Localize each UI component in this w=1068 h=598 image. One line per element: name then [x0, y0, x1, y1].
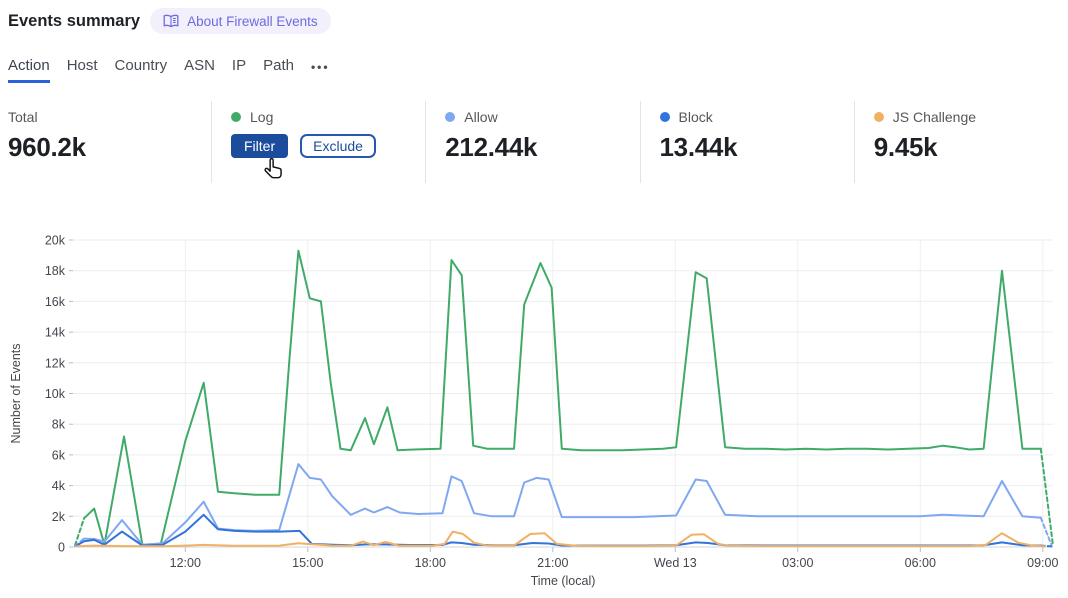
stat-block: Block 13.44k: [639, 101, 854, 183]
events-time-series-chart[interactable]: 12:00 15:00 18:00 21:00 Wed 13 03:00 06:00 09:0…: [0, 225, 1068, 598]
stat-total-value: 960.2k: [8, 132, 86, 162]
y-tick-label: 10k: [45, 387, 66, 401]
y-tick-label: 12k: [45, 356, 66, 370]
x-tick-label: 18:00: [415, 556, 446, 570]
series-log-line: [74, 517, 85, 547]
block-legend-dot: [659, 112, 670, 122]
filter-button[interactable]: Filter: [231, 134, 289, 158]
stat-block-label: Block: [678, 109, 713, 125]
tab-asn[interactable]: ASN: [184, 57, 215, 74]
x-axis-title: Time (local): [531, 574, 596, 588]
y-tick-label: 20k: [45, 234, 66, 248]
y-tick-label: 14k: [45, 326, 66, 340]
y-tick-label: 16k: [45, 295, 66, 309]
stat-log-label: Log: [250, 109, 274, 125]
dimension-tabs: Action Host Country ASN IP Path •••: [8, 57, 330, 83]
x-tick-label: 15:00: [292, 556, 323, 570]
series-log-line: [1039, 447, 1054, 547]
stat-allow: Allow 212.44k: [425, 101, 639, 183]
x-tick-label: Wed 13: [654, 556, 697, 570]
y-tick-label: 2k: [52, 510, 66, 524]
stat-log: Log Filter Exclude: [211, 101, 425, 183]
stat-allow-label: Allow: [464, 109, 498, 125]
tab-ip[interactable]: IP: [231, 57, 247, 74]
page-title: Events summary: [8, 11, 141, 30]
y-tick-label: 4k: [52, 479, 66, 493]
x-tick-label: 21:00: [537, 556, 568, 570]
x-tick-label: 09:00: [1027, 556, 1058, 570]
js-challenge-legend-dot: [873, 112, 884, 122]
y-axis-title: Number of Events: [9, 343, 23, 443]
exclude-button[interactable]: Exclude: [300, 134, 376, 158]
stat-total: Total 960.2k: [0, 101, 211, 183]
y-tick-label: 6k: [52, 448, 66, 462]
y-tick-label: 18k: [45, 264, 66, 278]
book-icon: [163, 14, 179, 28]
about-badge-label: About Firewall Events: [187, 13, 318, 29]
stat-total-label: Total: [8, 109, 38, 125]
stat-allow-value: 212.44k: [445, 132, 538, 162]
tab-host[interactable]: Host: [66, 57, 98, 74]
allow-legend-dot: [445, 112, 456, 122]
series-block-line: [76, 513, 1042, 547]
tab-path[interactable]: Path: [263, 57, 294, 74]
series-js-challenge-line: [76, 530, 1046, 548]
chart-canvas[interactable]: 12:00 15:00 18:00 21:00 Wed 13 03:00 06:00 09:0…: [0, 225, 1068, 598]
x-tick-label: 03:00: [782, 556, 813, 570]
tabs-more-icon[interactable]: •••: [310, 60, 330, 74]
stats-row: Total 960.2k Log Filter Exclude Allow 21…: [0, 101, 1068, 183]
x-tick-label: 12:00: [170, 556, 201, 570]
about-firewall-events-link[interactable]: About Firewall Events: [150, 8, 331, 34]
stat-js-challenge: JS Challenge 9.45k: [853, 101, 1068, 183]
y-tick-label: 0: [58, 541, 65, 555]
stat-js-challenge-value: 9.45k: [873, 132, 938, 162]
series-allow-line: [83, 463, 1042, 546]
tab-action[interactable]: Action: [8, 57, 50, 83]
series-log-line: [83, 249, 1042, 546]
stat-block-value: 13.44k: [659, 132, 738, 162]
tab-country[interactable]: Country: [114, 57, 168, 74]
series-allow-line: [1039, 516, 1053, 547]
y-tick-label: 8k: [52, 418, 66, 432]
stat-js-challenge-label: JS Challenge: [892, 109, 977, 125]
log-legend-dot: [231, 112, 241, 122]
page-header: Events summary About Firewall Events: [8, 8, 331, 34]
x-tick-label: 06:00: [905, 556, 936, 570]
